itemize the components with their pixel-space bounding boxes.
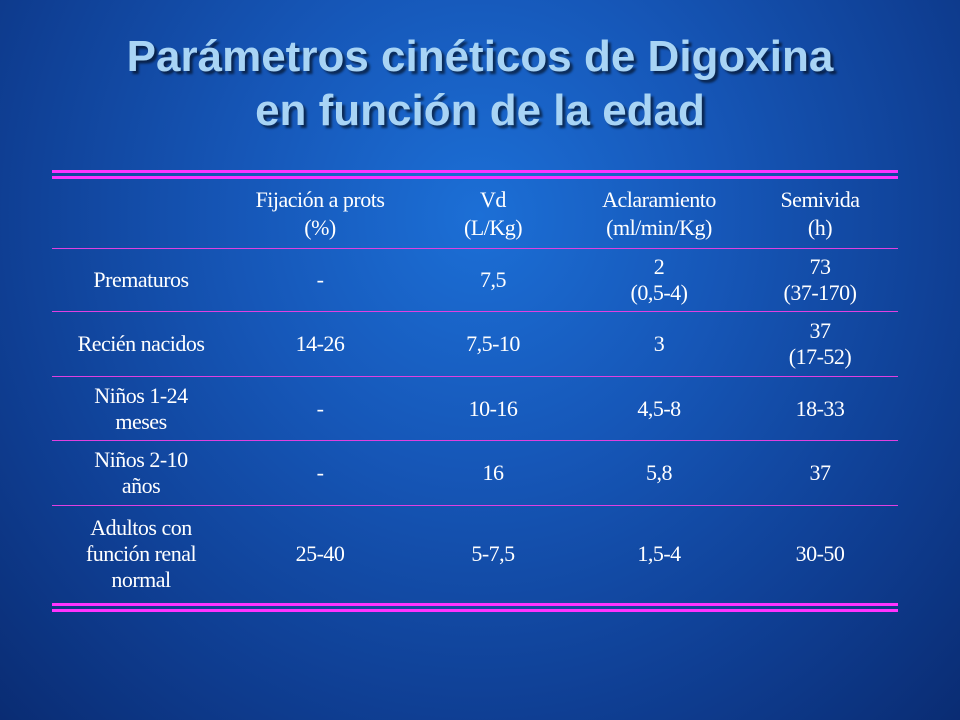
- cell-text: 5-7,5: [471, 541, 515, 566]
- table-cell: 18-33: [742, 377, 898, 440]
- header-text: Aclaramiento: [602, 187, 716, 212]
- table-cell: 7,5: [410, 249, 576, 311]
- cell-text: Adultos con: [90, 515, 192, 540]
- header-unit: (L/Kg): [463, 215, 523, 240]
- table-row-label: Adultos con función renal normal: [52, 506, 230, 602]
- table-cell: 14-26: [230, 312, 410, 376]
- header-text: Fijación a prots: [255, 187, 385, 212]
- header-text: Semivida: [780, 187, 860, 212]
- header-unit: (h): [807, 215, 833, 240]
- table-bottom-rule-inner: [52, 609, 898, 612]
- cell-text: Niños 1-24: [94, 382, 188, 408]
- table-cell: 5,8: [576, 441, 742, 505]
- table-cell: 30-50: [742, 506, 898, 602]
- header-unit: (%): [304, 215, 336, 240]
- table-cell: 1,5-4: [576, 506, 742, 602]
- cell-text: meses: [115, 408, 167, 434]
- row-divider: [52, 311, 898, 312]
- table-cell: 5-7,5: [410, 506, 576, 602]
- cell-text: función renal: [85, 541, 197, 566]
- table-row-label: Niños 1-24 meses: [52, 377, 230, 440]
- table-bottom-rule: [52, 603, 898, 606]
- slide-title-line-2: en función de la edad: [255, 86, 705, 135]
- cell-text: 14-26: [295, 331, 345, 356]
- header-cell-empty: [52, 180, 230, 248]
- cell-text: 3: [653, 331, 665, 356]
- cell-text: -: [316, 395, 324, 421]
- table-cell: -: [230, 377, 410, 440]
- table-row-label: Recién nacidos: [52, 312, 230, 376]
- cell-text: 37: [809, 460, 832, 485]
- cell-text: 25-40: [295, 541, 345, 566]
- header-cell-fijacion: Fijación a prots (%): [230, 180, 410, 248]
- cell-text: Niños 2-10: [94, 447, 188, 472]
- table-cell: 73 (37-170): [742, 249, 898, 311]
- slide-title: Parámetros cinéticos de Digoxina en func…: [0, 30, 960, 138]
- cell-text: -: [316, 460, 324, 485]
- table-cell: 7,5-10: [410, 312, 576, 376]
- cell-text: 73: [809, 254, 831, 279]
- kinetics-table: Fijación a prots (%) Vd (L/Kg) Aclaramient…: [52, 168, 898, 614]
- table-row-label: Niños 2-10 años: [52, 441, 230, 505]
- table-cell: -: [230, 249, 410, 311]
- cell-text: Recién nacidos: [77, 331, 205, 356]
- cell-text: 7,5: [480, 267, 507, 292]
- table-cell: -: [230, 441, 410, 505]
- table-cell: 3: [576, 312, 742, 376]
- cell-text: 4,5-8: [637, 395, 681, 421]
- table-cell: 10-16: [410, 377, 576, 440]
- row-divider: [52, 376, 898, 377]
- row-divider: [52, 505, 898, 506]
- table-cell: 4,5-8: [576, 377, 742, 440]
- cell-text: 16: [482, 460, 505, 485]
- table-cell: 37: [742, 441, 898, 505]
- header-text: Vd: [480, 187, 506, 212]
- table-top-rule: [52, 170, 898, 173]
- cell-text: 1,5-4: [637, 541, 681, 566]
- cell-text: años: [121, 473, 161, 498]
- header-unit: (ml/min/Kg): [606, 215, 712, 240]
- header-divider: [52, 248, 898, 249]
- table-row-label: Prematuros: [52, 249, 230, 311]
- cell-text: Prematuros: [93, 267, 189, 292]
- cell-text: (0,5-4): [630, 280, 688, 305]
- cell-text: (17-52): [788, 344, 852, 369]
- cell-text: 37: [809, 318, 831, 343]
- cell-text: 18-33: [795, 395, 845, 421]
- header-cell-vd: Vd (L/Kg): [410, 180, 576, 248]
- slide-title-line-1: Parámetros cinéticos de Digoxina: [126, 32, 834, 81]
- table-cell: 16: [410, 441, 576, 505]
- cell-text: normal: [111, 567, 171, 592]
- cell-text: 5,8: [646, 460, 673, 485]
- table-top-rule-inner: [52, 176, 898, 179]
- cell-text: 10-16: [468, 395, 518, 421]
- table-cell: 37 (17-52): [742, 312, 898, 376]
- table-cell: 2 (0,5-4): [576, 249, 742, 311]
- table-cell: 25-40: [230, 506, 410, 602]
- cell-text: -: [316, 267, 324, 292]
- row-divider: [52, 440, 898, 441]
- cell-text: 7,5-10: [466, 331, 520, 356]
- header-cell-aclaramiento: Aclaramiento (ml/min/Kg): [576, 180, 742, 248]
- cell-text: (37-170): [783, 280, 857, 305]
- cell-text: 2: [653, 254, 665, 279]
- cell-text: 30-50: [795, 541, 845, 566]
- header-cell-semivida: Semivida (h): [742, 180, 898, 248]
